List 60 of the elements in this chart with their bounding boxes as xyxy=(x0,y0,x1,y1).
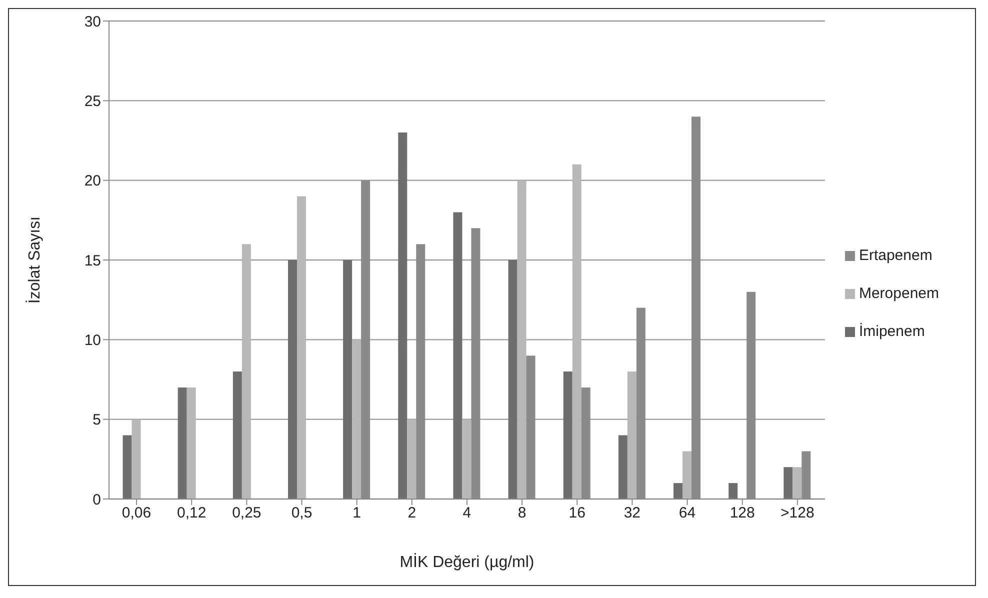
y-tick-label: 25 xyxy=(84,92,101,110)
bar xyxy=(132,419,141,499)
x-tick-label: 128 xyxy=(730,504,755,522)
bar xyxy=(361,180,370,499)
x-tick-label: 64 xyxy=(678,504,696,522)
bar xyxy=(407,419,416,499)
bar xyxy=(462,419,472,499)
bar xyxy=(398,132,408,499)
bar xyxy=(416,244,426,499)
bar xyxy=(682,451,692,499)
y-tick-label: 5 xyxy=(92,412,101,429)
y-tick-label: 30 xyxy=(84,13,101,30)
bar xyxy=(242,244,251,499)
bar xyxy=(508,260,518,499)
bar xyxy=(343,260,352,499)
bar xyxy=(728,483,738,499)
bar xyxy=(352,340,362,499)
x-tick-label: 2 xyxy=(408,504,416,522)
bar xyxy=(636,308,646,499)
bar xyxy=(563,372,572,499)
y-tick-label: 10 xyxy=(84,332,101,349)
y-tick-label: 15 xyxy=(84,252,101,270)
bar xyxy=(178,387,187,499)
y-tick-label: 0 xyxy=(92,491,101,508)
x-axis-title: MİK Değeri (µg/ml) xyxy=(400,553,534,571)
x-tick-label: >128 xyxy=(780,504,814,522)
x-tick-label: 4 xyxy=(462,504,472,522)
x-tick-label: 1 xyxy=(352,504,361,522)
bar xyxy=(526,356,536,499)
y-tick-label: 20 xyxy=(84,172,101,190)
frame: Ertapenem Meropenem İmipenem 0,06 0,12 0,25 0,5 1 2 4 8 16 32 64 128 >128 MİK Değeri (µg/ml) 0 5 10 15 20 25 30 İzolat Sayısı xyxy=(8,8,976,586)
x-tick-label: 0,12 xyxy=(177,504,206,522)
bar xyxy=(122,435,132,499)
bar xyxy=(784,467,793,499)
x-tick-label: 0,5 xyxy=(291,504,312,522)
bar xyxy=(627,372,636,499)
bar xyxy=(572,164,582,499)
bar xyxy=(232,372,242,499)
x-tick-label: 0,25 xyxy=(232,504,262,522)
bar xyxy=(186,387,196,499)
bar xyxy=(471,228,480,499)
y-axis-title: İzolat Sayısı xyxy=(26,216,44,304)
x-tick-label: 32 xyxy=(624,504,641,522)
bar xyxy=(517,180,526,499)
legend-label: İmipenem xyxy=(858,323,925,340)
x-tick-label: 0,06 xyxy=(122,504,152,522)
bar xyxy=(692,116,700,499)
bar xyxy=(453,212,462,499)
bar xyxy=(296,196,306,499)
bar xyxy=(288,260,297,499)
bar xyxy=(618,435,628,499)
bar xyxy=(746,292,756,499)
bar xyxy=(581,387,590,499)
bar xyxy=(792,467,802,499)
bar xyxy=(802,451,811,499)
bar xyxy=(674,483,682,499)
x-tick-label: 16 xyxy=(568,504,586,522)
legend-label: Ertapenem xyxy=(858,247,932,264)
legend-label: Meropenem xyxy=(858,285,939,302)
x-tick-label: 8 xyxy=(518,504,526,522)
